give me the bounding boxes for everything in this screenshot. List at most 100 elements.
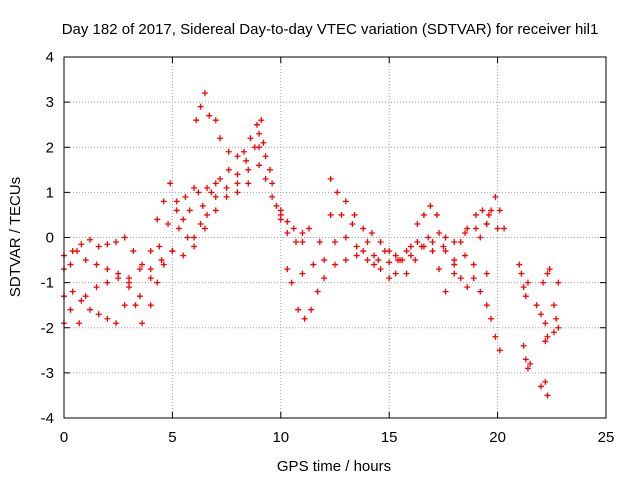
data-point — [262, 153, 269, 160]
data-point — [442, 248, 449, 255]
data-point — [197, 103, 204, 110]
data-point — [338, 211, 345, 218]
series-track-c — [61, 144, 284, 327]
data-point — [284, 218, 291, 225]
data-point — [462, 229, 469, 236]
data-point — [299, 270, 306, 277]
data-point — [425, 234, 432, 241]
data-point — [440, 243, 447, 250]
data-point — [260, 139, 267, 146]
x-tick-label: 10 — [272, 429, 289, 446]
data-point — [191, 184, 198, 191]
data-point — [201, 90, 208, 97]
data-point — [234, 180, 241, 187]
data-point — [483, 270, 490, 277]
data-point — [334, 189, 341, 196]
data-point — [277, 216, 284, 223]
data-point — [420, 211, 427, 218]
data-point — [269, 180, 276, 187]
data-point — [266, 166, 273, 173]
data-point — [327, 175, 334, 182]
series-late-c — [533, 266, 553, 399]
data-point — [256, 162, 263, 169]
data-point — [429, 248, 436, 255]
data-point — [403, 248, 410, 255]
data-point — [483, 302, 490, 309]
data-point — [173, 198, 180, 205]
data-point — [82, 257, 89, 264]
data-point — [295, 306, 302, 313]
data-point — [332, 239, 338, 246]
data-point — [95, 243, 102, 250]
data-point — [147, 266, 154, 273]
series-late-d — [550, 279, 562, 336]
data-point — [169, 248, 176, 255]
data-point — [472, 211, 479, 218]
data-point — [104, 315, 111, 322]
data-point — [132, 302, 139, 309]
data-point — [87, 306, 94, 313]
data-point — [555, 324, 562, 331]
data-point — [130, 248, 137, 255]
data-point — [136, 266, 143, 273]
data-point — [262, 175, 269, 182]
data-point — [243, 157, 250, 164]
data-point — [522, 293, 529, 300]
data-point — [457, 239, 464, 246]
data-point — [199, 202, 206, 209]
data-point — [494, 225, 501, 232]
data-point — [208, 189, 215, 196]
chart-title: Day 182 of 2017, Sidereal Day-to-day VTE… — [62, 21, 599, 38]
x-tick-label: 25 — [598, 429, 615, 446]
data-point — [247, 135, 254, 142]
data-point — [245, 180, 252, 187]
data-point — [193, 117, 200, 124]
data-point — [442, 288, 449, 295]
data-point — [204, 211, 211, 218]
data-point — [414, 239, 421, 246]
data-point — [524, 365, 531, 372]
data-point — [464, 225, 471, 232]
data-point — [299, 229, 306, 236]
data-point — [414, 220, 421, 227]
data-point — [212, 117, 219, 124]
data-point — [139, 320, 146, 327]
data-point — [139, 261, 146, 268]
data-point — [544, 270, 551, 277]
data-point — [472, 225, 479, 232]
data-point — [256, 144, 263, 151]
data-point — [308, 306, 315, 313]
data-point — [470, 261, 477, 268]
data-point — [533, 302, 540, 309]
data-point — [371, 261, 378, 268]
data-point — [436, 266, 443, 273]
data-point — [301, 315, 308, 322]
data-point — [78, 297, 85, 304]
data-point — [258, 117, 265, 124]
data-point — [234, 171, 241, 178]
data-point — [429, 239, 436, 246]
data-point — [520, 342, 527, 349]
data-point — [69, 288, 76, 295]
data-point — [93, 284, 100, 291]
data-point — [104, 266, 111, 273]
data-point — [78, 241, 85, 248]
data-point — [477, 234, 484, 241]
data-point — [540, 279, 547, 286]
data-point — [204, 184, 211, 191]
x-tick-label: 15 — [381, 429, 398, 446]
data-point — [332, 261, 338, 268]
data-point — [82, 293, 89, 300]
data-point — [113, 239, 120, 246]
data-point — [496, 347, 503, 354]
data-point — [95, 311, 102, 318]
data-point — [403, 270, 410, 277]
data-point — [451, 261, 458, 268]
data-point — [87, 236, 94, 243]
data-point — [288, 279, 295, 286]
series-late-a — [483, 302, 503, 354]
data-point — [160, 261, 167, 268]
data-point — [353, 243, 360, 250]
data-point — [154, 216, 161, 223]
data-point — [245, 166, 252, 173]
